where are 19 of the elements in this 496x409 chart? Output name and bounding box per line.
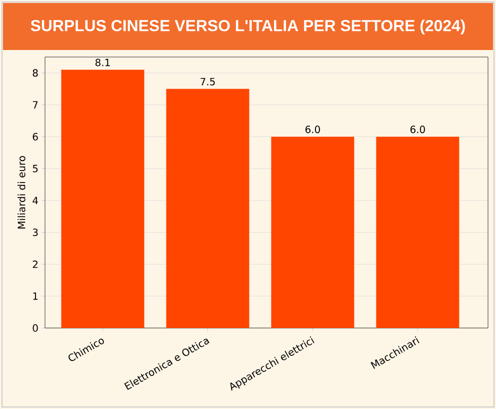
data-label: 7.5 bbox=[200, 78, 215, 86]
y-tick-label: 8 bbox=[32, 69, 38, 77]
y-tick-label: 7 bbox=[32, 101, 38, 108]
y-axis-title: Miliardi di euro bbox=[18, 156, 26, 228]
bar bbox=[166, 88, 250, 328]
chart-title: SURPLUS CINESE VERSO L'ITALIA PER SETTORE (2024) bbox=[30, 20, 465, 34]
bar bbox=[376, 136, 460, 328]
bar bbox=[61, 70, 144, 328]
y-tick-label: 2 bbox=[32, 260, 38, 268]
y-tick-label: 5 bbox=[32, 164, 38, 172]
data-label: 8.1 bbox=[95, 58, 110, 66]
y-tick-label: 4 bbox=[32, 196, 38, 204]
y-tick-label: 3 bbox=[32, 228, 38, 236]
y-tick-label: 0 bbox=[32, 324, 38, 332]
data-label: 6.0 bbox=[305, 126, 320, 134]
y-tick-label: 6 bbox=[32, 132, 38, 140]
bar bbox=[271, 136, 354, 328]
data-label: 6.0 bbox=[410, 126, 425, 134]
y-tick-label: 1 bbox=[33, 292, 38, 300]
